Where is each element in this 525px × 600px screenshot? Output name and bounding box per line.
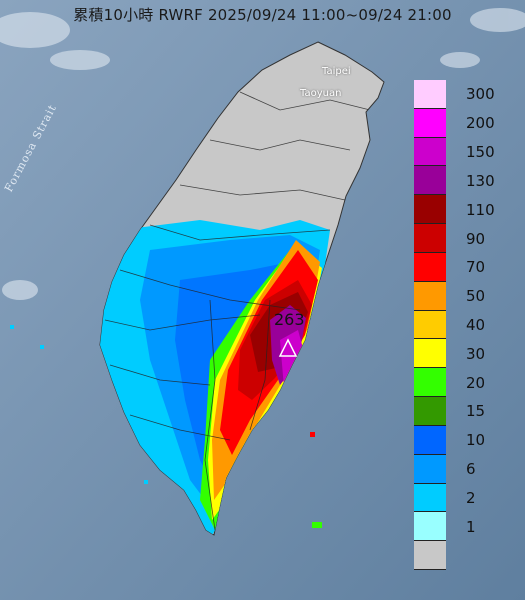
legend-label: 110	[466, 200, 495, 219]
county-boundaries	[104, 91, 371, 531]
legend-swatch	[414, 397, 446, 426]
legend-label: 1	[466, 517, 476, 536]
legend-label: 90	[466, 229, 486, 248]
legend-label: 50	[466, 287, 486, 306]
legend-label: 20	[466, 373, 486, 392]
legend-swatch	[414, 512, 446, 542]
legend-swatch	[414, 483, 446, 513]
legend-label: 10	[466, 431, 486, 450]
legend-label: 70	[466, 258, 486, 277]
legend-label: 40	[466, 316, 486, 334]
place-label-taoyuan: Taoyuan	[300, 88, 342, 99]
legend-swatch	[414, 339, 446, 369]
cloud-texture	[0, 8, 525, 300]
legend-label: 6	[466, 460, 476, 479]
legend-swatch	[414, 166, 446, 196]
legend-swatch	[414, 454, 446, 484]
legend-swatch	[414, 425, 446, 455]
legend-swatch	[414, 224, 446, 253]
max-rainfall-value: 263	[274, 310, 305, 329]
offshore-echoes	[10, 325, 322, 528]
legend-label: 300	[466, 85, 495, 104]
legend-label: 30	[466, 344, 486, 363]
map-title: 累積10小時 RWRF 2025/09/24 11:00~09/24 21:00	[73, 6, 452, 24]
legend-swatch	[414, 108, 446, 138]
legend-label: 150	[466, 143, 495, 162]
legend-label: 2	[466, 488, 476, 507]
legend-swatch	[414, 137, 446, 167]
legend-swatch	[414, 541, 446, 570]
legend-swatch	[414, 281, 446, 311]
legend-label: 130	[466, 171, 495, 190]
legend-label: 15	[466, 402, 486, 421]
place-label-taipei: Taipei	[322, 66, 351, 77]
legend-swatch	[414, 252, 446, 282]
legend-label: 200	[466, 114, 495, 133]
legend-swatch	[414, 80, 446, 109]
legend-swatch	[414, 368, 446, 398]
max-marker	[278, 338, 298, 357]
legend-swatch	[414, 195, 446, 225]
legend-swatch	[414, 310, 446, 340]
